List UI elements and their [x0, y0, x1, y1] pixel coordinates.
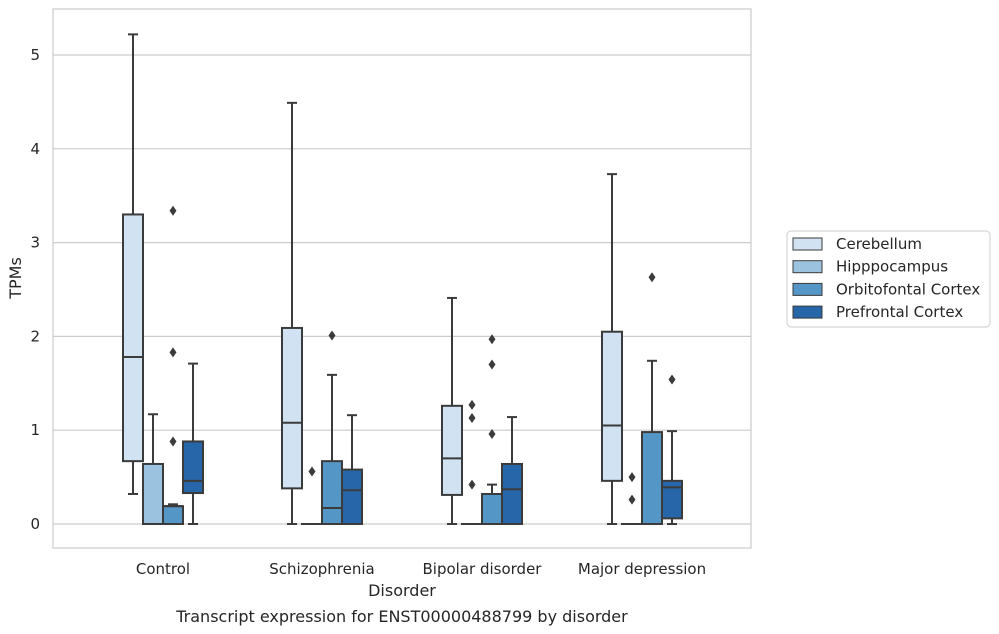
y-tick-label: 1 [30, 421, 40, 439]
box-group [621, 472, 643, 526]
box-group [142, 413, 164, 525]
outlier-point [488, 359, 496, 370]
outlier-point [468, 399, 476, 410]
legend-swatch [792, 260, 823, 274]
box-group [601, 173, 623, 525]
y-tick-label: 5 [30, 46, 40, 64]
outlier-point [169, 347, 177, 358]
box [481, 492, 503, 526]
outlier-point [628, 472, 636, 483]
outlier-point [628, 494, 636, 505]
x-tick-label: Major depression [578, 560, 706, 578]
x-tick-label: Control [136, 560, 190, 578]
box-group [122, 33, 144, 495]
x-tick-label: Bipolar disorder [423, 560, 543, 578]
outlier-point [488, 334, 496, 345]
x-axis-label: Disorder [368, 581, 436, 600]
box-group [281, 101, 303, 525]
box [162, 505, 184, 526]
box [142, 462, 164, 525]
outlier-point [169, 436, 177, 447]
box-plots [122, 33, 683, 526]
box-group [341, 414, 363, 526]
box-group [481, 334, 503, 526]
box-group [661, 374, 683, 525]
box [661, 479, 683, 520]
y-axis-label: TPMs [6, 257, 25, 300]
outlier-point [468, 413, 476, 424]
y-tick-label: 0 [30, 515, 40, 533]
box [601, 330, 623, 482]
legend-swatch [792, 237, 823, 251]
box-group [162, 205, 184, 526]
chart-title: Transcript expression for ENST0000048879… [175, 607, 628, 626]
y-tick-label: 3 [30, 234, 40, 252]
x-tick-label: Schizophrenia [269, 560, 374, 578]
box [441, 404, 463, 496]
y-tick-label: 2 [30, 327, 40, 345]
outlier-point [468, 479, 476, 490]
legend-swatch [792, 305, 823, 319]
legend-label: Hipppocampus [836, 258, 948, 276]
outlier-point [308, 466, 316, 477]
box [182, 440, 204, 495]
outlier-point [328, 330, 336, 341]
box [321, 460, 343, 525]
legend-frame [786, 230, 991, 328]
plot-frame [52, 8, 752, 549]
box [641, 431, 663, 525]
legend-label: Cerebellum [836, 235, 922, 253]
outlier-point [169, 205, 177, 216]
box-group [182, 362, 204, 525]
box-group [301, 466, 323, 526]
box-group [501, 416, 523, 525]
box-group [441, 296, 463, 525]
outlier-point [668, 374, 676, 385]
x-tick-labels: Control Schizophrenia Bipolar disorder Majo… [136, 560, 706, 578]
box-group [461, 399, 483, 526]
legend-label: Orbitofontal Cortex [836, 280, 980, 298]
legend-swatch [792, 282, 823, 296]
box [501, 462, 523, 525]
box [341, 468, 363, 526]
legend-label: Prefrontal Cortex [836, 303, 963, 321]
box [122, 213, 144, 463]
legend: Cerebellum Hipppocampus Orbitofontal Corte… [786, 230, 991, 328]
outlier-point [648, 272, 656, 283]
box [281, 326, 303, 490]
outlier-point [488, 428, 496, 439]
box-group [321, 330, 343, 525]
y-tick-label: 4 [30, 140, 40, 158]
box-group [641, 272, 663, 525]
y-tick-labels: 0 1 2 3 4 5 [30, 46, 40, 533]
